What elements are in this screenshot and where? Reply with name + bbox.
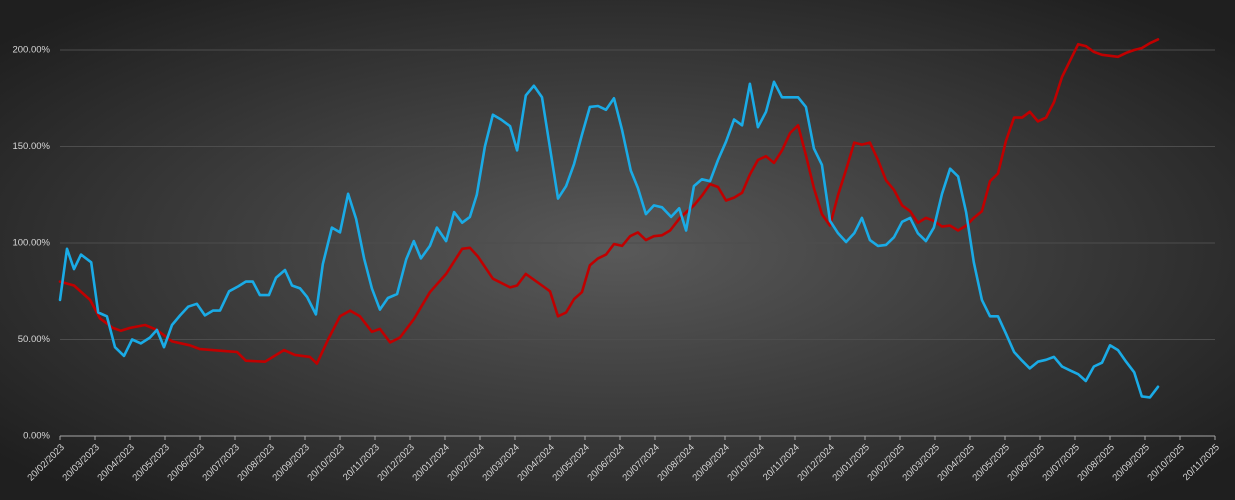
y-tick-label: 0.00% [23, 431, 50, 442]
line [58, 80, 1160, 399]
y-tick-label: 100.00% [12, 238, 50, 249]
y-tick-label: 200.00% [12, 45, 50, 56]
y-tick-label: 50.00% [18, 334, 51, 345]
y-tick-label: 150.00% [12, 141, 50, 152]
grid [59, 49, 1216, 440]
line [58, 38, 1160, 365]
plot [58, 38, 1160, 399]
